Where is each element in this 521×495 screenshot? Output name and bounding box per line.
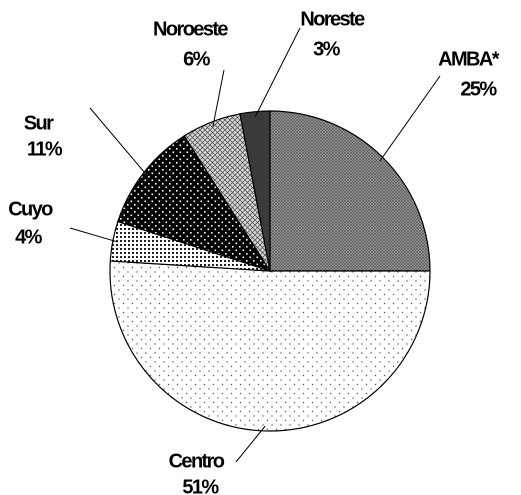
- slice-label: Cuyo: [8, 198, 53, 220]
- leader-line: [212, 69, 225, 127]
- leader-line: [254, 27, 301, 117]
- slice-value-label: 25%: [460, 78, 497, 100]
- pie-slice: [269, 110, 431, 272]
- slice-label: Noroeste: [153, 18, 228, 40]
- slice-value-label: 4%: [15, 226, 43, 248]
- slice-label: Noreste: [300, 8, 365, 30]
- slice-value-label: 6%: [183, 48, 211, 70]
- pie-slice: [117, 135, 272, 273]
- slice-label: Sur: [24, 112, 54, 134]
- leader-line: [69, 227, 118, 243]
- slice-label: Centro: [169, 450, 225, 472]
- pie-slice: [239, 110, 271, 272]
- leader-line: [89, 107, 148, 177]
- slice-value-label: 3%: [313, 38, 341, 60]
- leader-line: [235, 425, 266, 463]
- slice-label: AMBA*: [438, 48, 500, 70]
- slice-value-label: 11%: [27, 138, 63, 160]
- slice-value-label: 51%: [182, 476, 219, 495]
- leader-line: [379, 75, 441, 162]
- pie-slice: [109, 260, 431, 432]
